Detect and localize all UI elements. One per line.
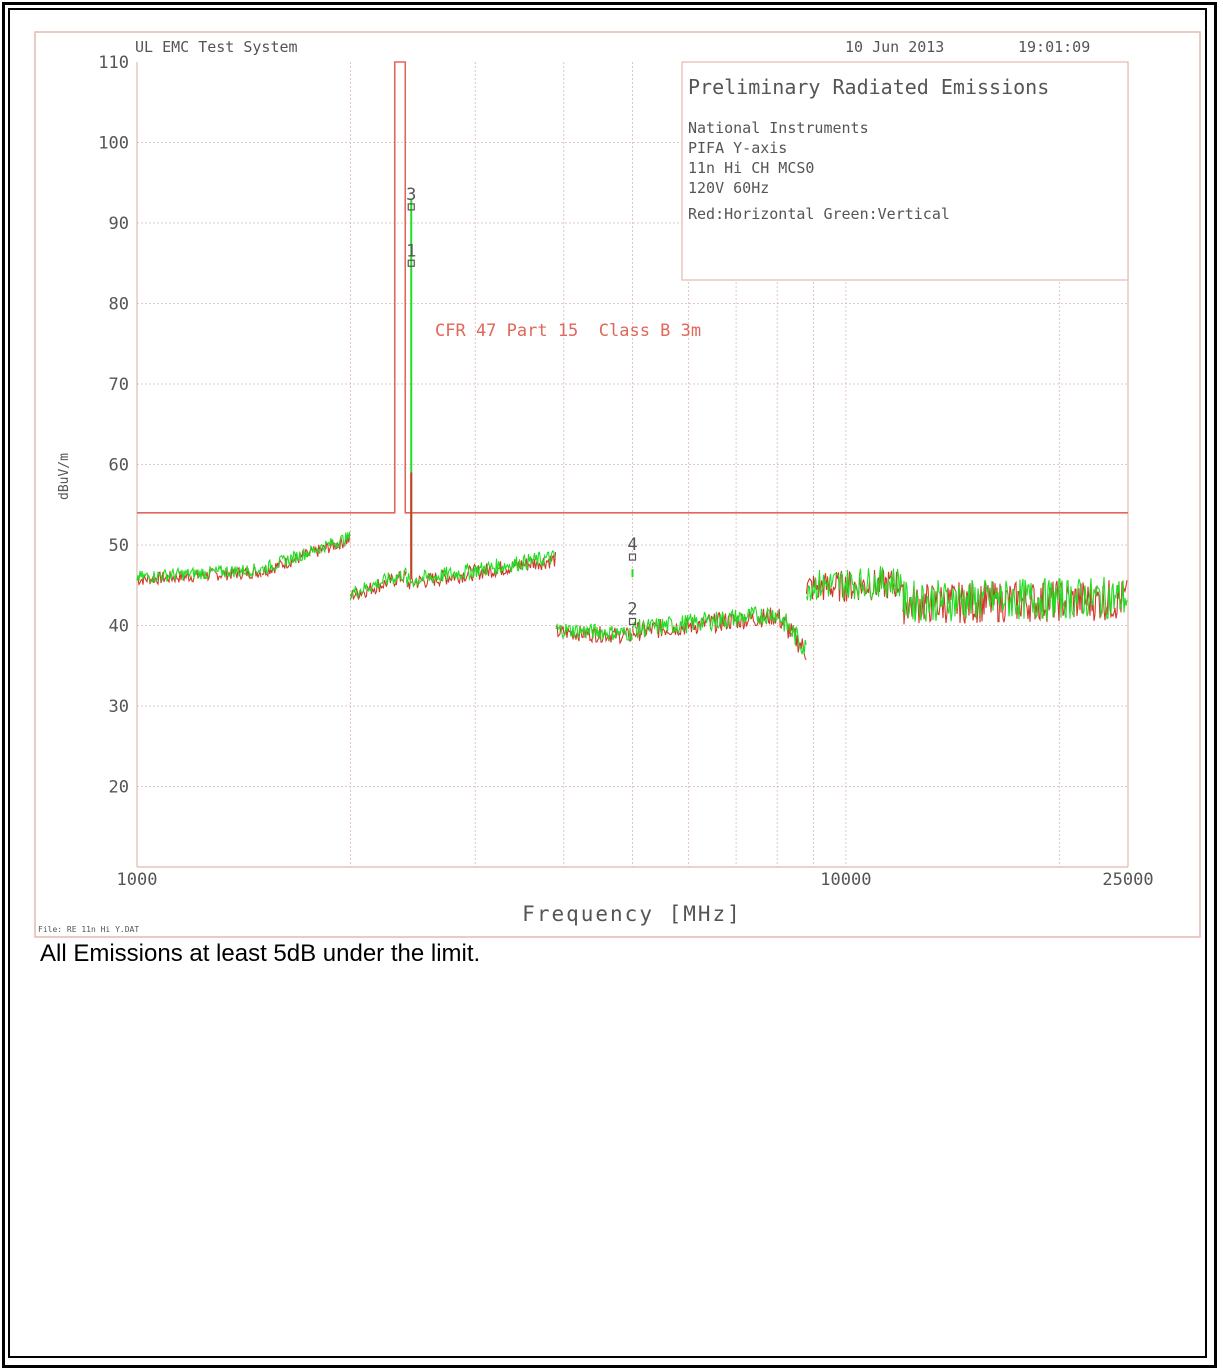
x-tick-label: 25000	[1102, 870, 1153, 890]
x-tick-label: 10000	[820, 870, 871, 890]
marker-label: 4	[627, 535, 637, 555]
info-title: Preliminary Radiated Emissions	[688, 75, 1049, 99]
info-line-1: PIFA Y-axis	[688, 139, 787, 157]
x-tick-label: 1000	[117, 870, 158, 890]
y-tick-label: 70	[109, 375, 129, 395]
marker-box	[628, 617, 637, 626]
chart-border	[34, 31, 1201, 938]
y-tick-label: 80	[109, 295, 129, 315]
x-axis-label: Frequency [MHz]	[522, 902, 742, 926]
limit-line	[137, 61, 1128, 514]
emissions-note: All Emissions at least 5dB under the lim…	[40, 940, 481, 967]
file-label: File: RE 11n Hi Y.DAT	[38, 925, 139, 934]
y-tick-label: 90	[109, 214, 129, 234]
page-inner-frame	[8, 8, 1207, 1358]
marker-label: 2	[627, 599, 637, 619]
marker-label: 1	[406, 241, 416, 261]
y-tick-label: 100	[98, 134, 129, 154]
marker-box	[407, 203, 415, 211]
header-system: UL EMC Test System	[135, 38, 298, 56]
y-tick-label: 50	[109, 536, 129, 556]
header-time: 19:01:09	[1018, 38, 1090, 56]
marker-box	[628, 553, 637, 561]
y-tick-label: 60	[109, 456, 129, 476]
info-line-4: Red:Horizontal Green:Vertical	[688, 205, 950, 223]
marker-label: 3	[406, 185, 416, 205]
limit-label: CFR 47 Part 15 Class B 3m	[435, 321, 701, 341]
info-line-3: 120V 60Hz	[688, 179, 769, 197]
y-tick-label: 40	[109, 617, 129, 637]
y-axis-label: dBuV/m	[57, 453, 72, 500]
y-tick-label: 110	[98, 53, 129, 73]
info-box	[681, 61, 1129, 281]
header-date: 10 Jun 2013	[845, 38, 944, 56]
info-line-0: National Instruments	[688, 119, 869, 137]
info-line-2: 11n Hi CH MCS0	[688, 159, 814, 177]
y-tick-label: 20	[109, 778, 129, 798]
y-tick-label: 30	[109, 697, 129, 717]
emissions-chart: 1 2 3 4 110 100 90 80 70 60 50 40 30 20 1000 10000 2500…	[34, 31, 1201, 938]
marker-box	[407, 259, 415, 267]
vertical-trace	[136, 531, 1128, 655]
